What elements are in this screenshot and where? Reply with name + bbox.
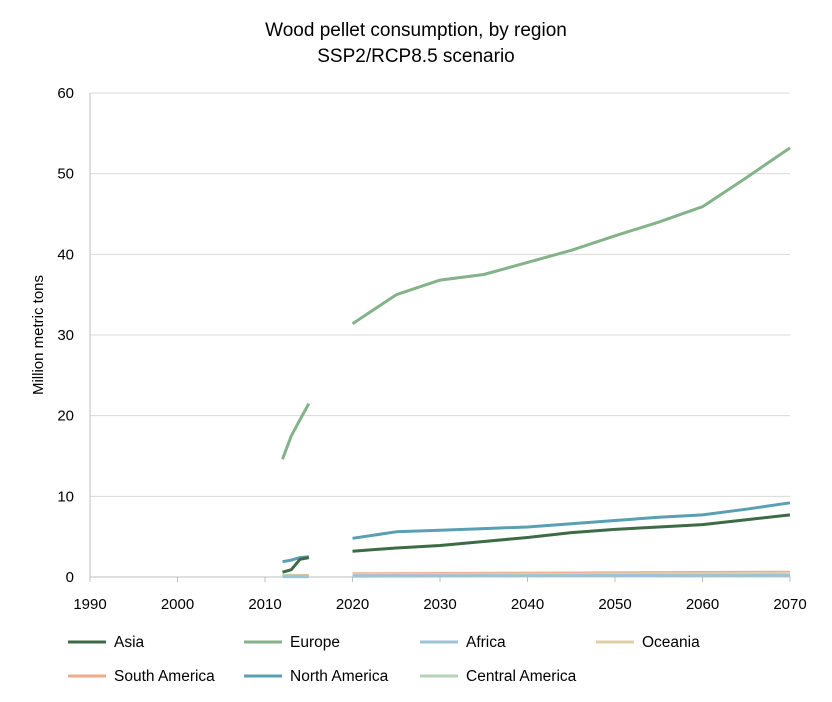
series-line-europe bbox=[351, 146, 791, 325]
x-tick-label: 1990 bbox=[73, 596, 106, 613]
series-line-north-america bbox=[352, 501, 791, 540]
legend-label-oceania: Oceania bbox=[642, 634, 700, 651]
legend-label-north-america: North America bbox=[290, 668, 389, 685]
gridlines bbox=[90, 92, 790, 497]
x-tick-label: 2050 bbox=[598, 596, 631, 613]
x-tick-label: 2060 bbox=[686, 596, 719, 613]
legend-label-central-america: Central America bbox=[466, 668, 577, 685]
chart-subtitle: SSP2/RCP8.5 scenario bbox=[317, 46, 515, 67]
legend-label-africa: Africa bbox=[466, 634, 506, 651]
legend: Asia Europe Africa Oceania South America Nort… bbox=[68, 634, 700, 685]
y-tick-label: 50 bbox=[57, 166, 74, 183]
legend-label-europe: Europe bbox=[290, 634, 340, 651]
y-axis-label: Million metric tons bbox=[30, 275, 47, 395]
legend-label-south-america: South America bbox=[114, 668, 215, 685]
series-lines bbox=[281, 146, 791, 579]
y-tick-label: 40 bbox=[57, 246, 74, 263]
y-tick-label: 60 bbox=[57, 85, 74, 102]
x-tick-label: 2010 bbox=[248, 596, 281, 613]
x-tick-label: 2030 bbox=[423, 596, 456, 613]
x-tick-label: 2020 bbox=[336, 596, 369, 613]
series-line-europe bbox=[281, 402, 311, 460]
x-tick-label: 2040 bbox=[511, 596, 544, 613]
series-line-asia bbox=[282, 556, 310, 574]
y-tick-label: 0 bbox=[66, 569, 74, 586]
series-line-asia bbox=[352, 513, 791, 553]
x-tick-label: 2000 bbox=[161, 596, 194, 613]
y-tick-label: 10 bbox=[57, 488, 74, 505]
x-tick-label: 2070 bbox=[773, 596, 806, 613]
chart-title: Wood pellet consumption, by region bbox=[265, 20, 567, 41]
legend-label-asia: Asia bbox=[114, 634, 145, 651]
y-tick-label: 20 bbox=[57, 408, 74, 425]
y-tick-label: 30 bbox=[57, 327, 74, 344]
